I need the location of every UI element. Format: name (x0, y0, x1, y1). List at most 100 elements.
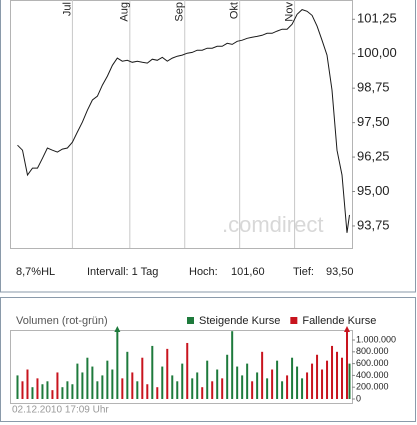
volume-bar (151, 345, 154, 399)
volume-bar (216, 369, 219, 399)
volume-bar (16, 375, 19, 399)
volume-bar (336, 351, 339, 399)
volume-bar (246, 363, 249, 399)
volume-bar (296, 366, 299, 399)
volume-bar (281, 381, 284, 399)
stat-high: 101,60 (231, 266, 265, 278)
volume-bar (91, 366, 94, 399)
volume-bar (66, 381, 69, 399)
volume-bar (276, 360, 279, 399)
x-tick-label: Nov (283, 2, 295, 22)
stat-low: 93,50 (326, 266, 354, 278)
plot-frame (10, 0, 353, 249)
volume-bar (126, 351, 129, 399)
volume-bar (71, 384, 74, 399)
volume-bar (346, 330, 349, 399)
volume-bar (86, 357, 89, 399)
volume-bar (211, 381, 214, 399)
volume-bar (131, 372, 134, 399)
volume-bar (176, 381, 179, 399)
y-tick-label: 400.000 (356, 370, 389, 380)
legend-label: Fallende Kurse (302, 315, 376, 327)
volume-bar (141, 357, 144, 399)
y-tick-label: 95,00 (357, 183, 390, 198)
volume-bar (111, 369, 114, 399)
volume-bar (41, 384, 44, 399)
x-tick-label: Sep (174, 2, 186, 22)
y-tick-label: 0 (356, 393, 361, 403)
volume-bar (26, 369, 29, 399)
volume-bar (166, 348, 169, 399)
y-tick-label: 96,25 (357, 149, 390, 164)
volume-bar (101, 375, 104, 399)
volume-bar (326, 360, 329, 399)
volume-bar (271, 369, 274, 399)
overflow-marker (344, 326, 351, 332)
y-tick-label: 101,25 (357, 11, 397, 26)
y-tick-label: 93,75 (357, 217, 390, 232)
volume-bar (206, 360, 209, 399)
x-tick-label: Aug (119, 2, 131, 22)
volume-bar (186, 342, 189, 399)
volume-bar (181, 363, 184, 399)
volume-bar (201, 387, 204, 399)
x-tick-label: Jul (61, 2, 73, 16)
volume-bar (76, 363, 79, 399)
volume-bar (266, 378, 269, 399)
volume-bar (81, 372, 84, 399)
y-tick-label: 97,50 (357, 114, 390, 129)
stat-range: 8,7%HL (16, 266, 55, 278)
y-tick-label: 200.000 (356, 382, 389, 392)
volume-bar (61, 387, 64, 399)
volume-bar (46, 381, 49, 399)
volume-bar (51, 390, 54, 399)
volume-bar (21, 381, 24, 399)
volume-bar (191, 378, 194, 399)
volume-bar (136, 381, 139, 399)
price-line (17, 9, 350, 233)
watermark: .comdirect (222, 212, 323, 237)
overflow-marker (114, 326, 121, 332)
y-tick-label: 100,00 (357, 45, 397, 60)
volume-bar (256, 372, 259, 399)
volume-bar (291, 357, 294, 399)
volume-bar (106, 360, 109, 399)
volume-bar (36, 378, 39, 399)
plot-frame (10, 330, 353, 404)
legend-swatch (290, 317, 298, 324)
y-tick-label: 1.000.000 (356, 334, 396, 344)
volume-bar (121, 378, 124, 399)
legend-label: Steigende Kurse (199, 315, 280, 327)
volume-bar (348, 363, 351, 399)
volume-bar (156, 387, 159, 399)
y-tick-label: 800.000 (356, 346, 389, 356)
volume-bar (226, 354, 229, 399)
volume-bar (321, 369, 324, 399)
stat-interval: Intervall: 1 Tag (87, 266, 158, 278)
volume-bar (31, 387, 34, 399)
x-tick-label: Okt (229, 2, 241, 19)
stat-high-label: Hoch: (189, 266, 218, 278)
volume-bar (231, 331, 234, 399)
volume-bar (161, 366, 164, 399)
volume-bar (251, 381, 254, 399)
volume-bar (241, 375, 244, 399)
volume-bar (96, 381, 99, 399)
timestamp: 02.12.2010 17:09 Uhr (12, 405, 109, 416)
volume-bar (301, 378, 304, 399)
volume-bar (236, 366, 239, 399)
volume-bar (116, 330, 119, 399)
volume-title: Volumen (rot-grün) (16, 315, 108, 327)
volume-bar (341, 357, 344, 399)
volume-bar (311, 363, 314, 399)
y-tick-label: 98,75 (357, 80, 390, 95)
stat-low-label: Tief: (293, 266, 314, 278)
volume-bar (286, 375, 289, 399)
volume-bar (306, 372, 309, 399)
legend-swatch (187, 317, 194, 324)
volume-bar (316, 354, 319, 399)
volume-bar (261, 351, 264, 399)
volume-bar (221, 378, 224, 399)
